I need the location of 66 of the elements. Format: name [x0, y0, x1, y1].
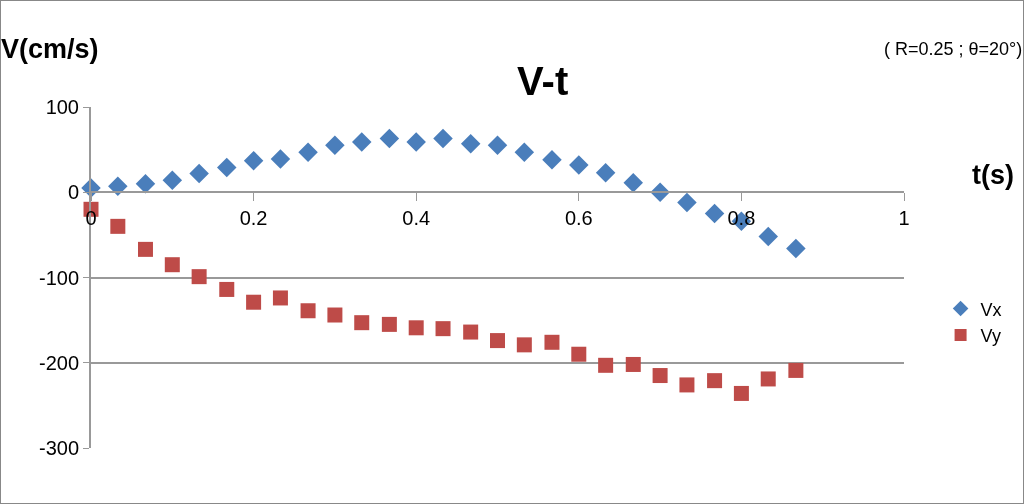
- point: [270, 149, 291, 169]
- point: [542, 150, 562, 170]
- y-tick-label: -100: [38, 266, 79, 289]
- y-tick-label: 100: [45, 96, 79, 118]
- point: [595, 162, 616, 183]
- point: [379, 128, 400, 149]
- point: [623, 173, 644, 193]
- point: [164, 257, 180, 273]
- point: [625, 356, 641, 372]
- point: [760, 371, 776, 387]
- point: [679, 377, 695, 393]
- y-axis-title: V(cm/s): [1, 34, 99, 64]
- point: [406, 132, 426, 152]
- legend-label: Vx: [980, 299, 1002, 320]
- x-tick-label: 1: [898, 207, 910, 230]
- point: [108, 176, 128, 197]
- x-tick-label: 0.4: [402, 207, 431, 230]
- point: [544, 334, 560, 350]
- point: [571, 346, 587, 362]
- x-axis-title: t(s): [972, 160, 1014, 190]
- point: [433, 128, 453, 149]
- point: [704, 203, 725, 224]
- point: [191, 269, 207, 285]
- point: [514, 142, 535, 162]
- point: [272, 290, 288, 306]
- point: [300, 303, 316, 319]
- point: [137, 241, 153, 257]
- point: [460, 133, 481, 154]
- legend-label: Vy: [980, 325, 1001, 346]
- point: [381, 316, 397, 332]
- point: [351, 132, 372, 152]
- point: [435, 321, 451, 337]
- point: [788, 362, 804, 378]
- y-tick-label: -300: [38, 437, 79, 459]
- point: [463, 324, 479, 340]
- point: [354, 315, 370, 331]
- point: [569, 155, 589, 175]
- point: [189, 163, 209, 184]
- point: [243, 150, 264, 171]
- point: [408, 320, 424, 336]
- point: [652, 368, 668, 384]
- point: [490, 333, 505, 349]
- point: [162, 170, 183, 191]
- point: [327, 307, 343, 323]
- point: [733, 385, 749, 401]
- y-tick-label: 0: [67, 181, 79, 204]
- point: [246, 294, 262, 310]
- point: [219, 281, 235, 297]
- point: [598, 357, 614, 373]
- point: [298, 142, 318, 162]
- point: [217, 157, 237, 178]
- point: [135, 173, 156, 194]
- y-tick-label: -200: [38, 351, 79, 374]
- point: [677, 192, 697, 213]
- point: [516, 337, 532, 353]
- point: [487, 135, 508, 156]
- x-tick-label: 0.8: [727, 207, 756, 230]
- point: [786, 238, 806, 259]
- point: [758, 226, 778, 247]
- text: ( R=0.25 ; θ=20°): [884, 39, 1023, 59]
- x-tick-label: 0.2: [239, 207, 268, 230]
- x-tick-label: 0.6: [564, 207, 593, 230]
- point: [110, 218, 126, 234]
- point: [325, 135, 345, 156]
- chart-title: V-t: [517, 59, 569, 104]
- point: [707, 373, 723, 389]
